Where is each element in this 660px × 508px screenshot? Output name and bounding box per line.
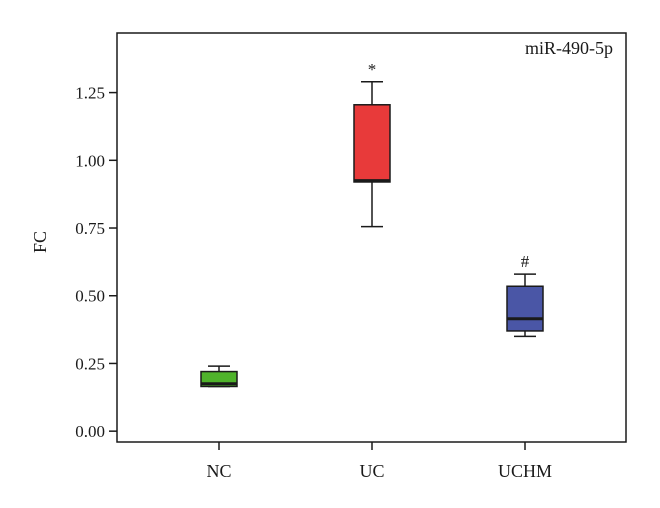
significance-marker: # — [521, 252, 530, 271]
x-axis: NC UC UCHM — [206, 442, 552, 481]
boxes: *# — [200, 60, 544, 388]
box-uchm: # — [506, 252, 544, 338]
box-uc: * — [353, 60, 391, 228]
x-tick-label: UCHM — [498, 461, 552, 481]
y-tick-label: 1.00 — [75, 151, 105, 170]
panel-label: miR-490-5p — [525, 38, 613, 58]
y-axis-label: FC — [30, 231, 50, 253]
y-tick-label: 1.25 — [75, 84, 105, 103]
box-nc — [200, 365, 238, 388]
y-tick-label: 0.25 — [75, 354, 105, 373]
significance-marker: * — [368, 60, 377, 79]
y-tick-label: 0.75 — [75, 219, 105, 238]
box-body — [353, 104, 391, 183]
box-body — [506, 285, 544, 332]
x-tick-label: UC — [359, 461, 384, 481]
y-tick-label: 0.50 — [75, 287, 105, 306]
x-tick-label: NC — [206, 461, 231, 481]
y-tick-label: 0.00 — [75, 422, 105, 441]
y-axis: 0.00 0.25 0.50 0.75 1.00 1.25 — [75, 84, 117, 441]
